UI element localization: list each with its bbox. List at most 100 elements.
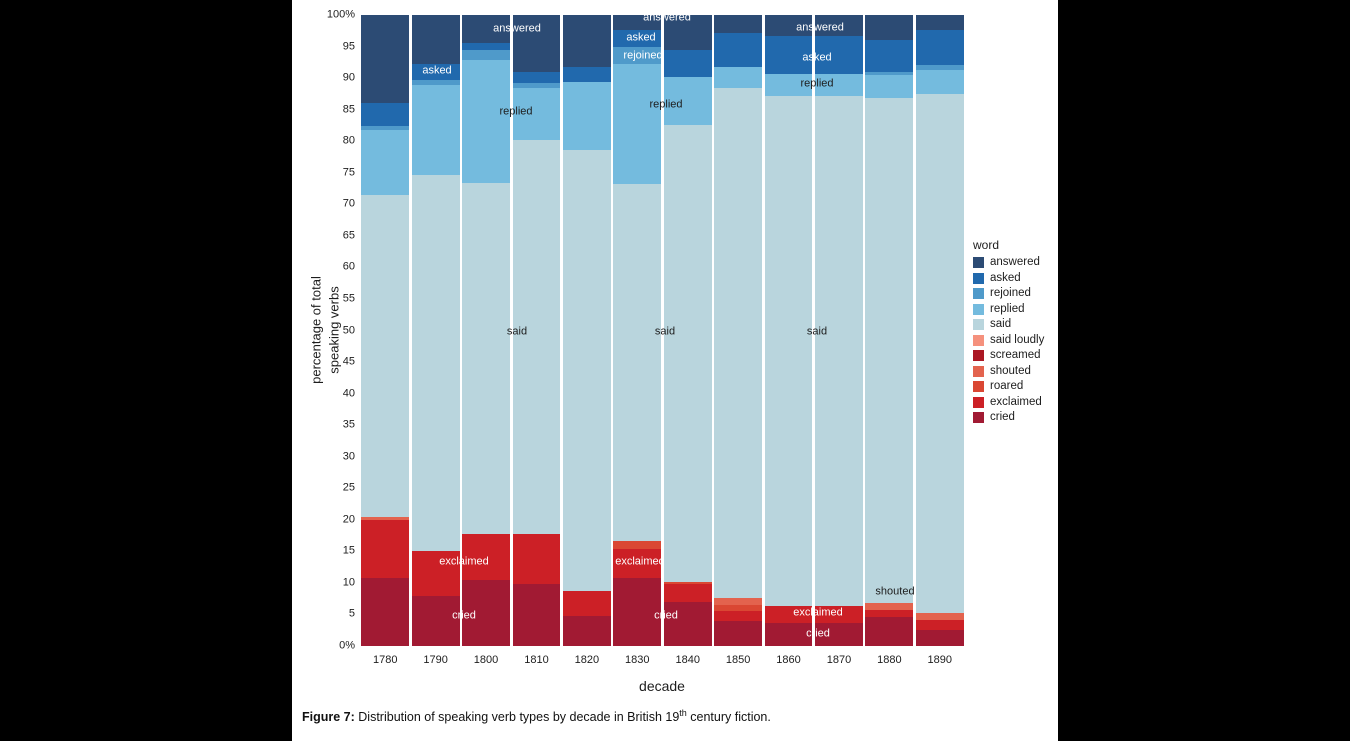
x-axis-tick-label: 1880 [877, 654, 902, 666]
bar-segment [764, 95, 813, 607]
bar-segment [714, 620, 763, 646]
y-axis-tick-label: 60 [342, 260, 355, 273]
legend-label: replied [990, 302, 1025, 315]
legend-swatch-icon [973, 381, 984, 393]
legend-swatch-icon [973, 334, 984, 346]
bar-segment [613, 577, 662, 646]
bar-segment [865, 40, 914, 72]
bar-segment [663, 125, 712, 582]
bar-segment [613, 549, 662, 578]
bar-segment [562, 81, 611, 151]
legend-swatch-icon [973, 396, 984, 408]
legend-item: shouted [973, 364, 1044, 380]
legend-item: rejoined [973, 286, 1044, 302]
bar-segment [714, 604, 763, 611]
bar-segment [764, 15, 813, 37]
bar-segment [613, 46, 662, 64]
bar-segment [361, 194, 410, 517]
legend-swatch-icon [973, 303, 984, 315]
bar-segment [613, 540, 662, 550]
bar-segment [512, 71, 561, 84]
x-axis-tick-label: 1800 [473, 654, 499, 666]
bar-segment [462, 15, 510, 44]
bar-segment [915, 630, 964, 646]
bar-segment [462, 183, 510, 535]
bar-segment [361, 519, 410, 578]
legend-swatch-icon [973, 365, 984, 377]
x-axis-tick-label: 1820 [574, 654, 600, 666]
bar-segment [915, 93, 964, 614]
bar-annotation: said [806, 325, 828, 338]
legend-swatch-icon [973, 412, 984, 424]
x-axis-title: decade [639, 678, 685, 694]
bar-segment [915, 620, 964, 631]
bar-segment [613, 63, 662, 185]
y-axis-tick-label: 70 [342, 197, 355, 210]
bar-segment [865, 98, 914, 604]
bar-segment [865, 74, 914, 99]
y-axis-tick-label: 0% [339, 639, 355, 652]
bar-segment [663, 76, 712, 126]
bar-segment [764, 73, 813, 96]
caption-prefix: Figure 7: [302, 710, 355, 725]
bar-segment [361, 577, 410, 646]
y-axis-tick-label: 100% [326, 8, 355, 21]
bar-segment [915, 69, 964, 94]
bar-annotation: asked [422, 64, 452, 77]
bar-annotation: said [506, 325, 528, 338]
bar-segment [361, 129, 410, 195]
legend-item: exclaimed [973, 395, 1044, 411]
bar-segment [714, 33, 763, 67]
y-axis-tick-label: 30 [342, 450, 355, 463]
caption-suffix: century fiction. [686, 710, 771, 725]
bar-segment [361, 103, 410, 127]
bar-segment [361, 15, 410, 104]
bar-annotation: cried [806, 627, 830, 640]
bar-segment [562, 15, 611, 67]
legend-label: exclaimed [990, 395, 1042, 408]
bar-segment [411, 79, 460, 86]
bar-segment [613, 184, 662, 541]
legend-label: rejoined [990, 287, 1031, 299]
y-axis-tick-label: 55 [342, 292, 355, 305]
bar-segment [462, 59, 510, 184]
legend-items: answered asked rejoined replied said said lou… [973, 255, 1044, 426]
bar-segment [361, 516, 410, 520]
bar-segment [764, 606, 813, 623]
legend-swatch-icon [973, 350, 984, 362]
bar-annotation: exclaimed [793, 606, 843, 619]
bar-annotation: asked [802, 51, 832, 64]
bar-segment [815, 95, 863, 607]
bar-segment [462, 50, 510, 60]
bar-segment [815, 622, 863, 646]
bar-segment [915, 613, 964, 621]
legend-label: said [990, 318, 1012, 330]
y-axis-tick-label: 75 [342, 166, 355, 179]
bar-segment [714, 15, 763, 34]
legend: word answered asked rejoined replied said sai… [973, 238, 1044, 426]
bar-segment [411, 551, 460, 596]
legend-label: roared [990, 380, 1024, 392]
bar-segment [562, 591, 611, 616]
y-axis-tick-label: 45 [342, 355, 355, 368]
bar-segment [663, 602, 712, 646]
bar-segment [865, 616, 914, 646]
bar-segment [411, 63, 460, 80]
bar-segment [865, 15, 914, 41]
bar-annotation: shouted [875, 585, 915, 598]
bar-segment [512, 584, 561, 646]
x-axis-tick-label: 1890 [927, 654, 953, 666]
bar-segment [714, 66, 763, 89]
legend-swatch-icon [973, 319, 984, 331]
bar-annotation: rejoined [623, 49, 663, 62]
bar-segment [815, 36, 863, 74]
bar-annotation: answered [493, 22, 541, 35]
figure-panel: 100% 95 90 85 80 75 70 65 60 55 50 45 40 35 30 25 20 15 10… [292, 0, 1058, 741]
bar-annotation: said [654, 325, 676, 338]
bar-segment [613, 15, 662, 31]
legend-label: screamed [990, 349, 1041, 361]
legend-item: replied [973, 302, 1044, 318]
legend-item: roared [973, 379, 1044, 395]
legend-label: cried [990, 411, 1015, 423]
legend-item: screamed [973, 348, 1044, 364]
